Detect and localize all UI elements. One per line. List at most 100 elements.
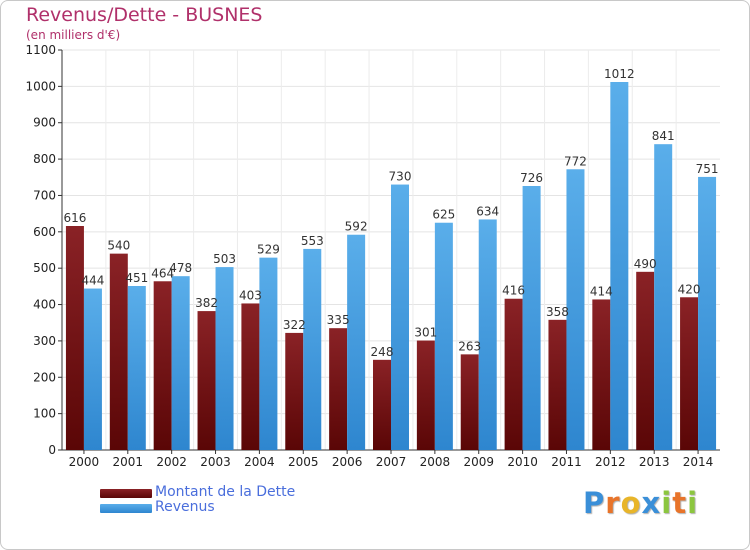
data-label-revenus: 625 — [432, 208, 455, 222]
data-label-dette: 358 — [546, 305, 569, 319]
data-label-revenus: 730 — [389, 170, 412, 184]
y-tick-label: 500 — [33, 261, 56, 275]
chart-title: Revenus/Dette - BUSNES — [26, 4, 263, 26]
data-label-dette: 616 — [63, 211, 86, 225]
data-label-revenus: 751 — [696, 162, 719, 176]
data-label-revenus: 1012 — [604, 67, 635, 81]
bar-revenus — [391, 184, 409, 450]
y-tick-label: 300 — [33, 334, 56, 348]
bar-dette — [109, 253, 128, 450]
data-label-dette: 301 — [414, 326, 437, 340]
y-tick-label: 700 — [33, 188, 56, 202]
axes: 0 100 200 300 400 500 600 700 800 900 1000 1100 2000… — [25, 43, 720, 469]
x-tick-label: 2010 — [507, 455, 538, 469]
data-label-dette: 335 — [327, 313, 350, 327]
logo-letter: P — [583, 486, 606, 520]
y-tick-label: 1000 — [25, 79, 56, 93]
bar-dette — [636, 271, 655, 450]
data-label-dette: 490 — [634, 257, 657, 271]
legend-swatch-revenus — [100, 504, 152, 513]
bar-dette — [241, 303, 260, 450]
bar-revenus — [303, 248, 322, 450]
logo-letter: o — [620, 486, 642, 520]
x-tick-label: 2008 — [420, 455, 451, 469]
y-tick-label: 400 — [33, 298, 56, 312]
data-label-revenus: 553 — [301, 234, 324, 248]
data-label-revenus: 726 — [520, 171, 543, 185]
data-label-dette: 414 — [590, 284, 613, 298]
bar-revenus — [83, 288, 102, 450]
bar-revenus — [215, 267, 234, 450]
bar-revenus — [478, 219, 497, 450]
x-tick-label: 2003 — [200, 455, 231, 469]
data-label-revenus: 451 — [125, 271, 148, 285]
x-tick-label: 2002 — [156, 455, 187, 469]
bar-dette — [680, 297, 699, 450]
bar-revenus — [522, 186, 541, 450]
legend-swatch-dette — [100, 489, 152, 498]
bar-dette — [285, 332, 304, 450]
x-tick-label: 2009 — [463, 455, 494, 469]
bar-dette — [65, 226, 84, 450]
data-label-revenus: 478 — [169, 261, 192, 275]
y-tick-label: 600 — [33, 225, 56, 239]
bar-revenus — [127, 286, 146, 450]
data-label-dette: 382 — [195, 296, 218, 310]
bar-dette — [373, 359, 391, 450]
bar-dette — [416, 340, 435, 450]
data-label-dette: 322 — [283, 318, 306, 332]
bar-revenus — [654, 144, 673, 450]
data-label-dette: 464 — [151, 266, 174, 280]
data-label-dette: 540 — [107, 239, 130, 253]
bar-dette — [460, 354, 479, 450]
data-label-dette: 263 — [458, 339, 481, 353]
x-tick-label: 2000 — [69, 455, 100, 469]
x-tick-label: 2011 — [551, 455, 582, 469]
logo-letter: x — [641, 486, 662, 520]
data-label-dette: 416 — [502, 284, 525, 298]
bar-revenus — [566, 169, 585, 451]
data-label-dette: 248 — [371, 345, 394, 359]
data-label-revenus: 841 — [652, 129, 675, 143]
bars — [65, 82, 717, 451]
logo-letter: i — [661, 486, 673, 520]
legend-label-dette: Montant de la Dette — [155, 484, 296, 500]
chart-subtitle: (en milliers d'€) — [26, 28, 121, 42]
x-tick-label: 2014 — [683, 455, 714, 469]
bar-revenus — [259, 257, 278, 450]
data-label-revenus: 592 — [345, 220, 368, 234]
y-tick-label: 200 — [33, 370, 56, 384]
data-label-revenus: 772 — [564, 154, 587, 168]
data-label-dette: 420 — [678, 282, 701, 296]
bar-revenus — [171, 276, 190, 450]
data-label-dette: 403 — [239, 288, 262, 302]
y-tick-label: 800 — [33, 152, 56, 166]
x-tick-label: 2013 — [639, 455, 670, 469]
data-label-revenus: 444 — [81, 274, 104, 288]
x-tick-label: 2004 — [244, 455, 275, 469]
bar-revenus — [698, 176, 717, 450]
bar-dette — [329, 328, 348, 450]
x-tick-label: 2012 — [595, 455, 626, 469]
y-tick-label: 1100 — [25, 43, 56, 57]
bar-dette — [592, 299, 611, 450]
bar-revenus — [610, 82, 629, 450]
x-tick-label: 2007 — [376, 455, 407, 469]
bar-revenus — [434, 222, 453, 450]
y-tick-label: 0 — [48, 443, 56, 457]
logo-letter: r — [605, 486, 621, 520]
x-tick-label: 2001 — [113, 455, 144, 469]
logo-letter: t — [672, 486, 688, 520]
bar-dette — [548, 319, 567, 450]
data-label-revenus: 634 — [476, 204, 499, 218]
bar-dette — [504, 298, 523, 450]
y-tick-label: 900 — [33, 116, 56, 130]
y-tick-label: 100 — [33, 407, 56, 421]
x-tick-label: 2006 — [332, 455, 363, 469]
bar-dette — [153, 281, 172, 450]
x-tick-label: 2005 — [288, 455, 319, 469]
bar-dette — [197, 311, 216, 450]
data-label-revenus: 529 — [257, 243, 280, 257]
